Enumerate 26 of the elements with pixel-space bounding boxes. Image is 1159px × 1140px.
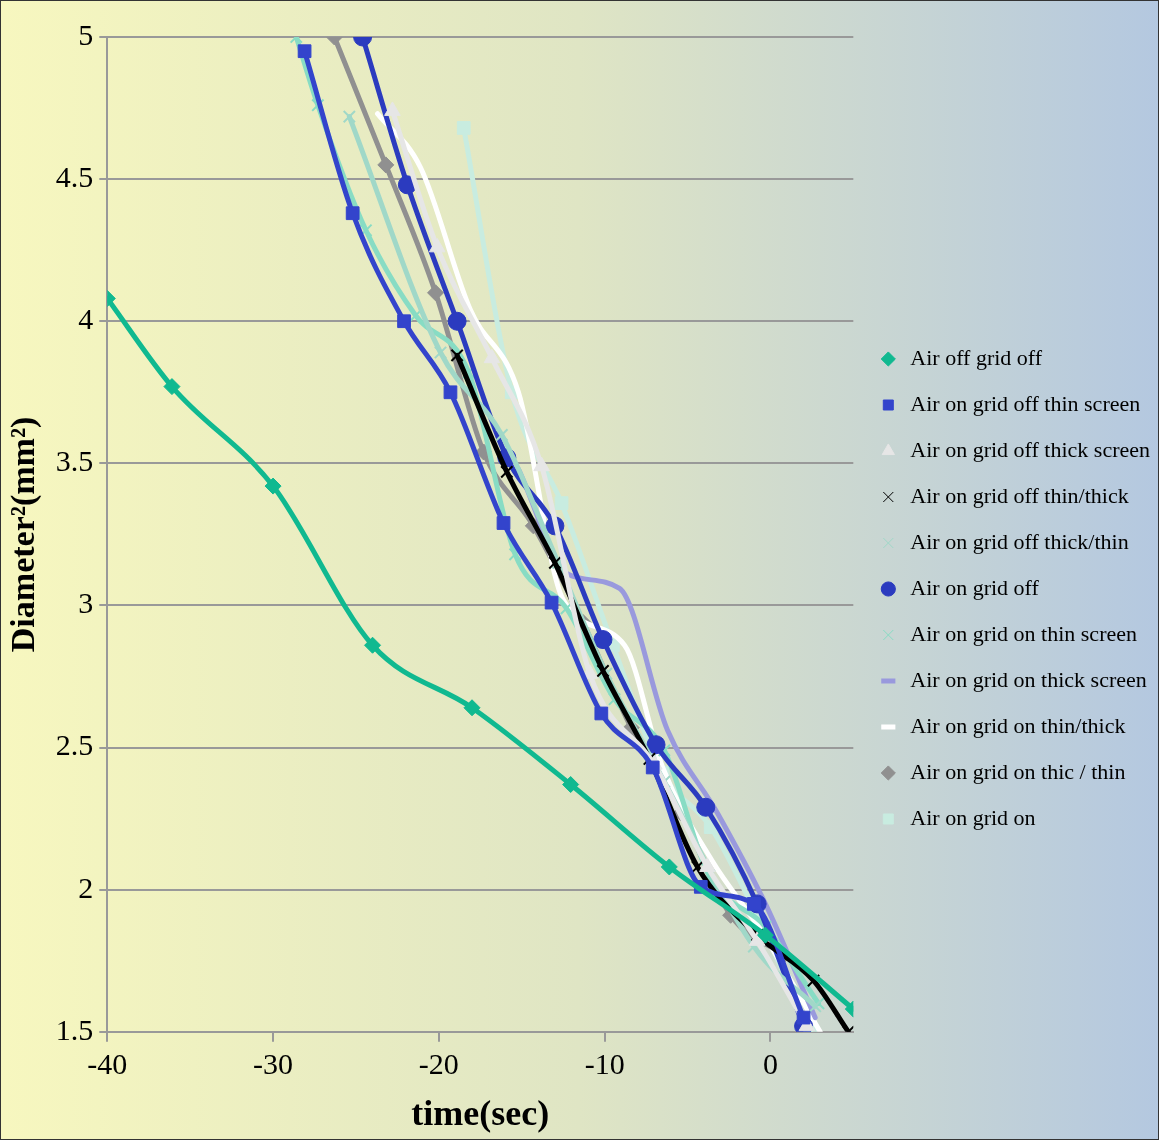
x-tick-label: 0 xyxy=(762,1046,778,1080)
x-tick-label: -30 xyxy=(253,1046,294,1080)
y-tick-label: 5 xyxy=(78,17,94,51)
y-tick-label: 1.5 xyxy=(55,1012,94,1046)
legend-label: Air on grid on thin/thick xyxy=(910,712,1126,738)
x-tick-label: -40 xyxy=(87,1046,128,1080)
y-tick-label: 3 xyxy=(78,586,94,620)
legend-label: Air on grid off thin screen xyxy=(910,390,1141,416)
legend-label: Air on grid off thick screen xyxy=(910,436,1151,462)
legend-label: Air on grid on thick screen xyxy=(910,666,1147,692)
y-tick-label: 2 xyxy=(78,870,94,904)
y-tick-label: 4.5 xyxy=(55,159,94,193)
y-axis-title: Diameter²(mm²) xyxy=(4,416,43,653)
x-axis-title: time(sec) xyxy=(411,1092,550,1133)
x-tick-label: -10 xyxy=(584,1046,625,1080)
legend-label: Air on grid off xyxy=(910,574,1040,600)
legend-label: Air on grid on thin screen xyxy=(910,620,1137,646)
legend-label: Air on grid off thin/thick xyxy=(910,482,1129,508)
y-tick-label: 2.5 xyxy=(55,728,94,762)
legend-label: Air on grid on thic / thin xyxy=(910,758,1126,784)
legend-label: Air on grid off thick/thin xyxy=(910,528,1129,554)
y-tick-label: 3.5 xyxy=(55,444,94,478)
y-tick-label: 4 xyxy=(78,302,94,336)
legend-label: Air on grid on xyxy=(910,804,1036,830)
legend-label: Air off grid off xyxy=(910,344,1043,370)
x-tick-label: -20 xyxy=(418,1046,459,1080)
